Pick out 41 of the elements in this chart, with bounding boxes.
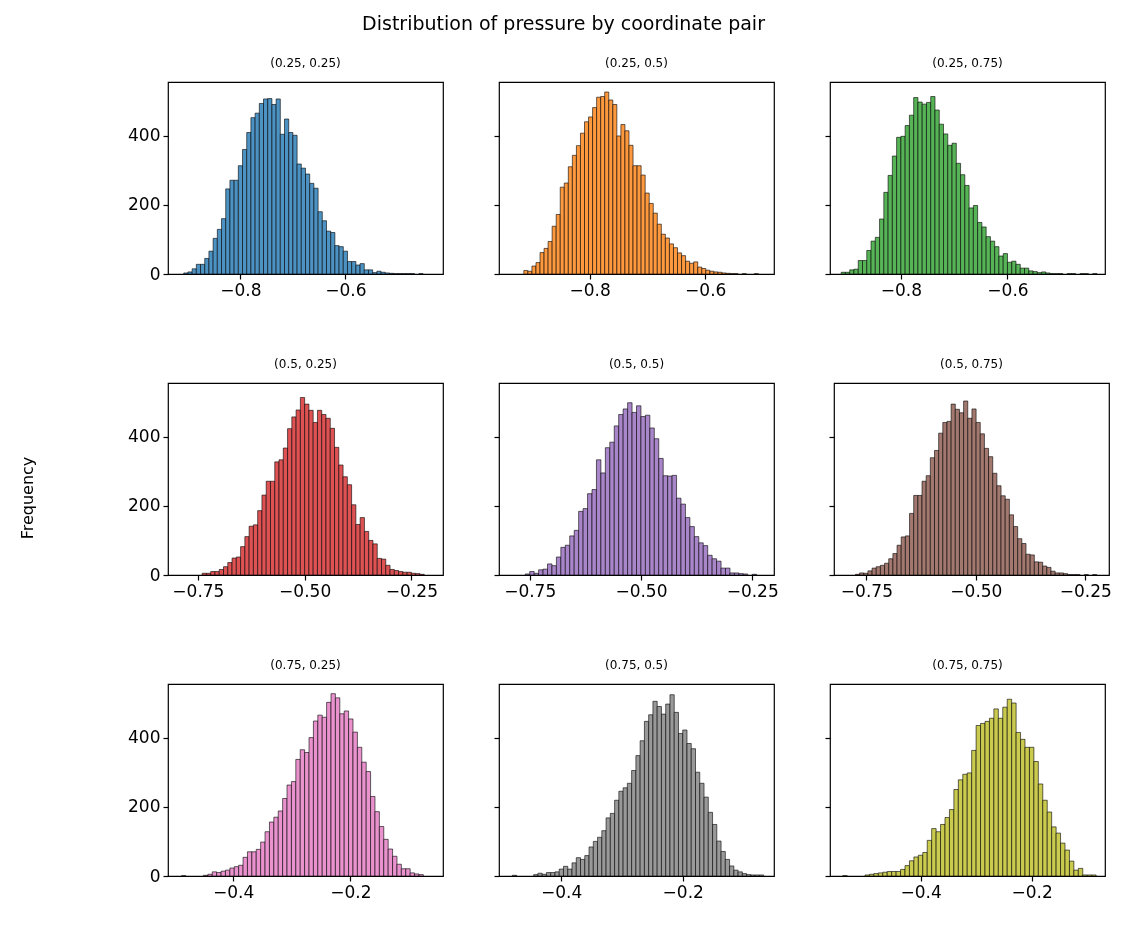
x-tick-label: −0.50 [279, 580, 332, 601]
y-tick-label: 200 [128, 495, 161, 516]
chart-title: (0.25, 0.25) [270, 56, 341, 70]
chart-title: (0.5, 0.25) [274, 357, 337, 371]
x-tick-label: −0.6 [325, 279, 367, 300]
x-tick-label: −0.4 [540, 881, 583, 902]
chart-title: (0.25, 0.75) [932, 56, 1003, 70]
x-tick-label: −0.25 [1059, 580, 1112, 601]
x-tick-label: −0.6 [987, 279, 1029, 300]
chart-title: Distribution of pressure by coordinate pair [362, 12, 766, 35]
x-tick-label: −0.75 [504, 580, 557, 601]
chart-title: (0.5, 0.75) [940, 357, 1003, 371]
x-tick-label: −0.8 [220, 279, 262, 300]
x-tick-label: −0.50 [950, 580, 1003, 601]
y-tick-label: 400 [128, 426, 161, 447]
x-tick-label: −0.75 [840, 580, 893, 601]
y-tick-label: 0 [149, 865, 161, 886]
chart-title: (0.75, 0.5) [605, 658, 668, 672]
x-tick-label: −0.25 [385, 580, 438, 601]
x-tick-label: −0.8 [569, 279, 611, 300]
x-tick-label: −0.2 [662, 881, 704, 902]
x-tick-label: −0.4 [900, 881, 942, 902]
chart-title: (0.5, 0.5) [608, 357, 665, 371]
y-tick-label: 400 [128, 727, 161, 748]
x-tick-label: −0.6 [685, 279, 727, 300]
x-tick-label: −0.25 [726, 580, 779, 601]
y-tick-label: 400 [128, 125, 161, 146]
y-tick-label: 200 [128, 796, 161, 817]
x-tick-label: −0.75 [172, 580, 225, 601]
x-tick-label: −0.8 [880, 279, 923, 300]
x-tick-label: −0.4 [212, 881, 255, 902]
y-tick-label: 0 [149, 263, 161, 284]
chart-title: (0.75, 0.25) [270, 658, 341, 672]
chart-subtitle: (0.25, 0.5) [605, 56, 668, 70]
y-axis-title: Frequency [18, 456, 37, 540]
chart-title: (0.75, 0.75) [932, 658, 1003, 672]
x-tick-label: −0.2 [1011, 881, 1053, 902]
x-tick-label: −0.2 [330, 881, 372, 902]
y-tick-label: 200 [128, 194, 161, 215]
y-tick-label: 0 [149, 564, 161, 585]
x-tick-label: −0.50 [615, 580, 668, 601]
